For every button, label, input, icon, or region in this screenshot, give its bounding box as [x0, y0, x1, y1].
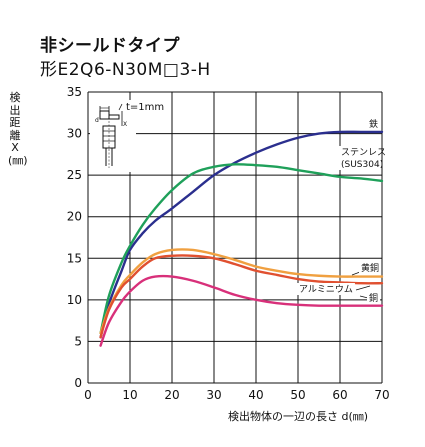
series-label-leader — [355, 285, 371, 291]
series-line-2 — [99, 248, 384, 335]
y-tick-label: 5 — [74, 334, 82, 348]
x-tick-label: 60 — [332, 388, 347, 402]
series-line-0 — [99, 130, 384, 339]
series-label: 鉄 — [369, 118, 378, 130]
series-label-leader — [351, 271, 361, 276]
series-label: 黄銅 — [361, 262, 379, 274]
series-label: アルミニウム — [299, 284, 353, 295]
y-tick-label: 35 — [67, 85, 82, 99]
series-label: ステンレス(SUS304) — [341, 147, 386, 170]
series-label-leader — [359, 295, 369, 299]
series-label-bg — [367, 292, 381, 304]
x-tick-label: 20 — [164, 388, 179, 402]
svg-text:X: X — [123, 121, 127, 128]
x-tick-label: 50 — [290, 388, 305, 402]
x-tick-label: 0 — [84, 388, 92, 402]
x-tick-label: 70 — [374, 388, 389, 402]
x-axis-label: 検出物体の一辺の長さ d(㎜) — [228, 410, 369, 423]
y-tick-label: 30 — [67, 127, 82, 141]
x-tick-label: 30 — [206, 388, 221, 402]
y-tick-label: 0 — [74, 376, 82, 390]
series-label-bg — [367, 118, 381, 130]
y-tick-label: 15 — [67, 251, 82, 265]
chart-subtitle: 形E2Q6-N30M□3-H — [40, 60, 211, 80]
series-line-3 — [99, 254, 384, 339]
series-label-bg — [297, 283, 355, 295]
grid: 0 10 20 30 40 50 60 70 0 5 10 15 20 25 30 35 — [67, 85, 390, 402]
series-label: 銅 — [369, 292, 378, 304]
series-layer — [99, 130, 384, 347]
y-tick-label: 10 — [67, 293, 82, 307]
y-tick-label: 25 — [67, 168, 82, 182]
svg-text:d: d — [95, 117, 99, 124]
chart-title: 非シールドタイプ — [40, 36, 180, 56]
sensor-inset-diagram: d X t=1mm — [95, 102, 164, 168]
series-line-4 — [99, 274, 384, 347]
series-label-bg — [359, 262, 382, 274]
series-label-bg — [339, 146, 381, 170]
y-tick-label: 20 — [67, 210, 82, 224]
inset-label: t=1mm — [126, 102, 164, 113]
x-tick-label: 40 — [248, 388, 263, 402]
series-line-1 — [99, 163, 384, 335]
x-tick-label: 10 — [122, 388, 137, 402]
